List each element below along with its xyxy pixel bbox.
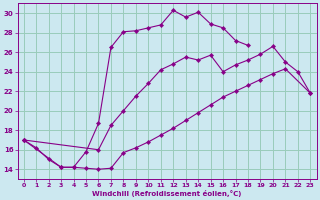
X-axis label: Windchill (Refroidissement éolien,°C): Windchill (Refroidissement éolien,°C) xyxy=(92,190,242,197)
